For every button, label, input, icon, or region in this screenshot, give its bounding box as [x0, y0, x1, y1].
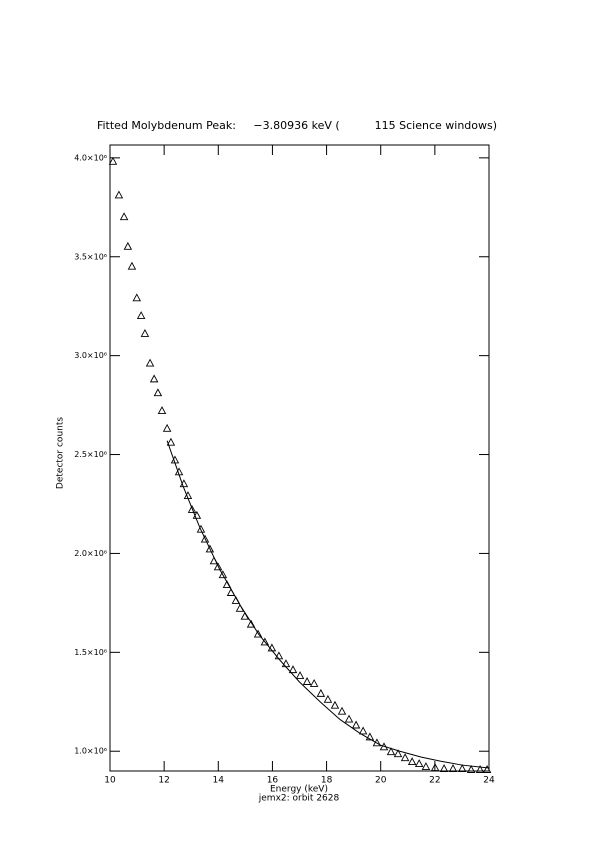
data-point: [145, 358, 155, 367]
x-tick-label: 14: [213, 776, 225, 786]
data-point: [196, 524, 206, 533]
data-point: [323, 694, 333, 703]
data-point: [421, 762, 431, 770]
data-point: [482, 765, 492, 773]
data-point: [475, 765, 485, 773]
data-point: [200, 534, 210, 543]
fit-line: [166, 440, 489, 769]
data-point: [108, 156, 118, 165]
data-point: [153, 388, 163, 397]
data-point: [213, 562, 223, 571]
y-tick-label: 3.5×10⁶: [74, 252, 107, 261]
data-point: [330, 700, 340, 709]
data-point: [260, 637, 270, 646]
y-tick-label: 3.0×10⁶: [74, 351, 107, 360]
data-point: [162, 423, 172, 432]
data-point: [358, 726, 368, 735]
x-tick-label: 16: [267, 776, 279, 786]
data-point: [466, 765, 476, 773]
data-point: [253, 629, 263, 638]
data-point: [386, 747, 396, 756]
y-tick-label: 2.0×10⁶: [74, 549, 107, 558]
data-point: [309, 679, 319, 687]
data-point: [218, 570, 228, 579]
data-point: [439, 764, 449, 772]
data-point: [365, 732, 375, 741]
x-tick-label: 20: [375, 776, 387, 786]
data-point: [136, 311, 146, 320]
data-point: [344, 714, 354, 723]
y-tick-label: 4.0×10⁶: [74, 153, 107, 162]
y-tick-label: 2.5×10⁶: [74, 450, 107, 459]
data-point: [157, 406, 167, 414]
data-point: [448, 764, 458, 772]
data-point: [302, 677, 312, 685]
data-point: [414, 759, 424, 768]
data-point: [205, 544, 215, 553]
data-point: [457, 764, 467, 772]
data-point: [246, 619, 256, 628]
data-point: [119, 212, 129, 221]
subtitle: jemx2: orbit 2628: [258, 794, 340, 804]
x-tick-label: 10: [104, 776, 116, 786]
x-tick-label: 22: [429, 776, 440, 786]
data-point: [187, 504, 197, 513]
data-point: [400, 753, 410, 762]
data-point: [132, 293, 142, 302]
y-tick-label: 1.0×10⁶: [74, 747, 107, 756]
data-point: [407, 757, 417, 766]
y-axis-label: Detector counts: [56, 417, 66, 489]
data-point: [295, 671, 305, 680]
x-axis-label: Energy (keV): [270, 785, 328, 795]
data-point: [337, 706, 347, 715]
x-tick-label: 18: [321, 776, 333, 786]
chart-title: Fitted Molybdenum Peak: −3.80936 keV ( 1…: [97, 119, 497, 132]
data-point: [127, 261, 137, 270]
x-tick-label: 24: [483, 776, 495, 786]
data-point: [393, 749, 403, 758]
data-point: [114, 190, 124, 199]
data-point: [351, 720, 361, 729]
data-point: [140, 328, 150, 337]
x-tick-label: 12: [158, 776, 169, 786]
plot-frame: [109, 144, 490, 772]
data-point: [430, 763, 440, 771]
data-point: [288, 665, 298, 674]
y-tick-label: 1.5×10⁶: [74, 648, 107, 657]
data-point: [316, 688, 326, 697]
data-point: [149, 374, 159, 383]
data-point: [166, 437, 176, 446]
data-point: [123, 241, 133, 250]
